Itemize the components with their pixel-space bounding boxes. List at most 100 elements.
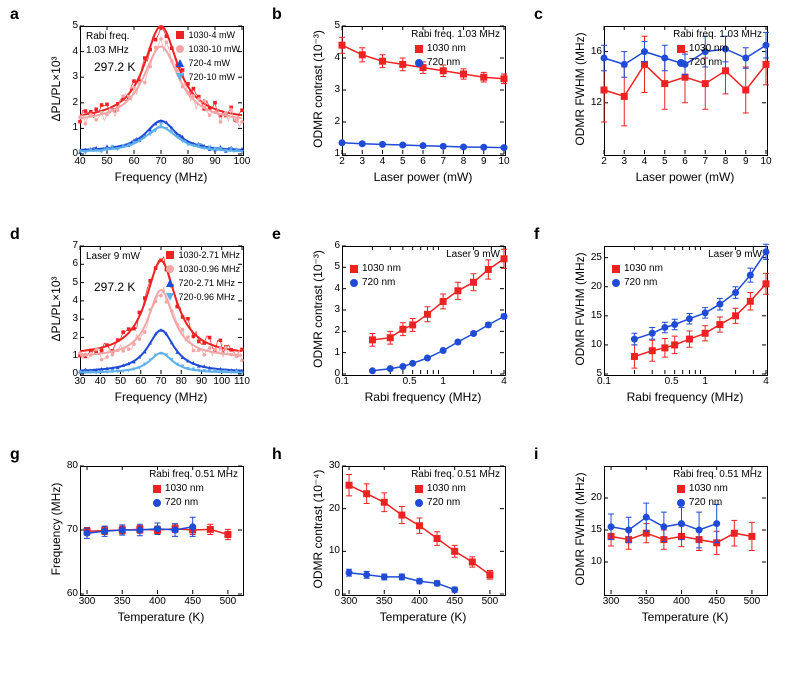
legend: 1030 nm720 nm <box>677 42 728 70</box>
legend-title: Rabi freq. 0.51 MHz <box>149 468 238 482</box>
legend: 1030 nm720 nm <box>612 262 663 290</box>
legend: 1030 nm720 nm <box>415 482 466 510</box>
legend-marker-icon <box>350 279 358 287</box>
xlabel: Temperature (K) <box>80 610 242 624</box>
legend-title: Laser 9 mW <box>86 250 140 264</box>
legend-item: 720 nm <box>415 496 466 510</box>
xtick-label: 80 <box>176 156 200 167</box>
xtick-label: 4 <box>754 376 778 387</box>
legend-item: 720-4 mW <box>176 56 240 70</box>
legend: Laser 9 mW <box>86 250 140 264</box>
legend-marker-icon <box>176 45 184 53</box>
xlabel: Laser power (mW) <box>342 170 504 184</box>
legend-marker-icon <box>612 279 620 287</box>
legend-item: 1030 nm <box>153 482 204 496</box>
legend-marker-icon <box>677 59 685 67</box>
legend-item-label: 720-10 mW <box>188 70 235 84</box>
legend-item-label: 1030-4 mW <box>188 28 235 42</box>
legend-marker-icon <box>166 251 174 259</box>
xtick-label: 0.5 <box>665 376 679 387</box>
panel-label: f <box>534 226 539 244</box>
xlabel: Frequency (MHz) <box>80 390 242 404</box>
xtick-label: 350 <box>372 596 396 607</box>
legend-item-label: 720 nm <box>689 496 722 510</box>
xtick-label: 0.5 <box>403 376 417 387</box>
legend-list: 1030-2.71 MHz1030-0.96 MHz720-2.71 MHz72… <box>166 248 240 304</box>
legend-marker-icon <box>677 45 685 53</box>
legend-item: 1030 nm <box>612 262 663 276</box>
xtick-label: 50 <box>95 156 119 167</box>
xtick-label: 90 <box>203 156 227 167</box>
panel-label: g <box>10 446 20 464</box>
legend-item: 1030-10 mW <box>176 42 240 56</box>
ylabel: ODMR FWHM (MHz) <box>573 25 587 153</box>
legend-item: 720 nm <box>153 496 204 510</box>
legend-item-label: 1030 nm <box>624 262 663 276</box>
panel-a: a405060708090100012345Frequency (MHz)ΔPL… <box>38 18 248 188</box>
legend-item-label: 1030 nm <box>427 42 466 56</box>
legend-marker-icon <box>166 265 174 273</box>
xtick-label: 100 <box>230 156 254 167</box>
xtick-label: 400 <box>669 596 693 607</box>
legend-subtitle: 1.03 MHz <box>86 44 129 58</box>
legend-item: 720 nm <box>677 496 728 510</box>
panel-b: b234567891012345Laser power (mW)ODMR con… <box>300 18 510 188</box>
legend-item-label: 1030 nm <box>165 482 204 496</box>
legend-title: Laser 9 mW <box>708 248 762 262</box>
legend-marker-icon <box>166 279 174 287</box>
xtick-label: 4 <box>492 376 516 387</box>
ylabel: ODMR FWHM (MHz) <box>573 465 587 593</box>
ylabel: ODMR contrast (10⁻⁴) <box>311 465 325 593</box>
panel-label: e <box>272 226 281 244</box>
xtick-label: 450 <box>705 596 729 607</box>
xlabel: Temperature (K) <box>342 610 504 624</box>
panel-g: g300350400450500607080Temperature (K)Fre… <box>38 458 248 628</box>
legend-marker-icon <box>612 265 620 273</box>
legend-item-label: 1030 nm <box>427 482 466 496</box>
legend: 1030 nm720 nm <box>153 482 204 510</box>
xtick-label: 350 <box>634 596 658 607</box>
legend-item: 720-0.96 MHz <box>166 290 240 304</box>
legend-item: 720 nm <box>415 56 466 70</box>
legend-list: 1030-4 mW1030-10 mW720-4 mW720-10 mW <box>176 28 240 84</box>
panel-d: d3040506070809010011001234567Frequency (… <box>38 238 248 408</box>
legend-item: 1030 nm <box>677 42 728 56</box>
xtick-label: 300 <box>75 596 99 607</box>
legend-item-label: 720 nm <box>427 56 460 70</box>
panel-h: h3003504004505000102030Temperature (K)OD… <box>300 458 510 628</box>
legend-marker-icon <box>350 265 358 273</box>
ylabel: ΔPL/PL×10³ <box>49 25 63 153</box>
panel-i: i300350400450500101520Temperature (K)ODM… <box>562 458 772 628</box>
xtick-label: 300 <box>599 596 623 607</box>
legend-item: 720-2.71 MHz <box>166 276 240 290</box>
xlabel: Frequency (MHz) <box>80 170 242 184</box>
legend-item-label: 720 nm <box>427 496 460 510</box>
legend-title: Laser 9 mW <box>446 248 500 262</box>
legend-item-label: 1030-0.96 MHz <box>178 262 240 276</box>
legend-item: 1030 nm <box>677 482 728 496</box>
panel-label: a <box>10 6 19 24</box>
figure-root: a405060708090100012345Frequency (MHz)ΔPL… <box>0 0 798 677</box>
legend-item-label: 720 nm <box>689 56 722 70</box>
xtick-label: 70 <box>149 156 173 167</box>
xtick-label: 110 <box>230 376 254 387</box>
legend: 1030 nm720 nm <box>415 42 466 70</box>
legend-title: Rabi freq. 1.03 MHz <box>673 28 762 42</box>
ylabel: ODMR contrast (10⁻³) <box>311 25 325 153</box>
legend-marker-icon <box>415 59 423 67</box>
legend-marker-icon <box>677 499 685 507</box>
xtick-label: 10 <box>754 156 778 167</box>
legend-item: 1030-4 mW <box>176 28 240 42</box>
legend-marker-icon <box>176 73 184 81</box>
xtick-label: 500 <box>478 596 502 607</box>
xtick-label: 450 <box>181 596 205 607</box>
legend-marker-icon <box>153 499 161 507</box>
legend-item: 720-10 mW <box>176 70 240 84</box>
legend-item: 720 nm <box>350 276 401 290</box>
legend-title: Rabi freq. 0.51 MHz <box>673 468 762 482</box>
panel-c: c23456789101216Laser power (mW)ODMR FWHM… <box>562 18 772 188</box>
legend-marker-icon <box>153 485 161 493</box>
panel-label: h <box>272 446 282 464</box>
ylabel: ODMR FWHM (MHz) <box>573 245 587 373</box>
panel-label: d <box>10 226 20 244</box>
